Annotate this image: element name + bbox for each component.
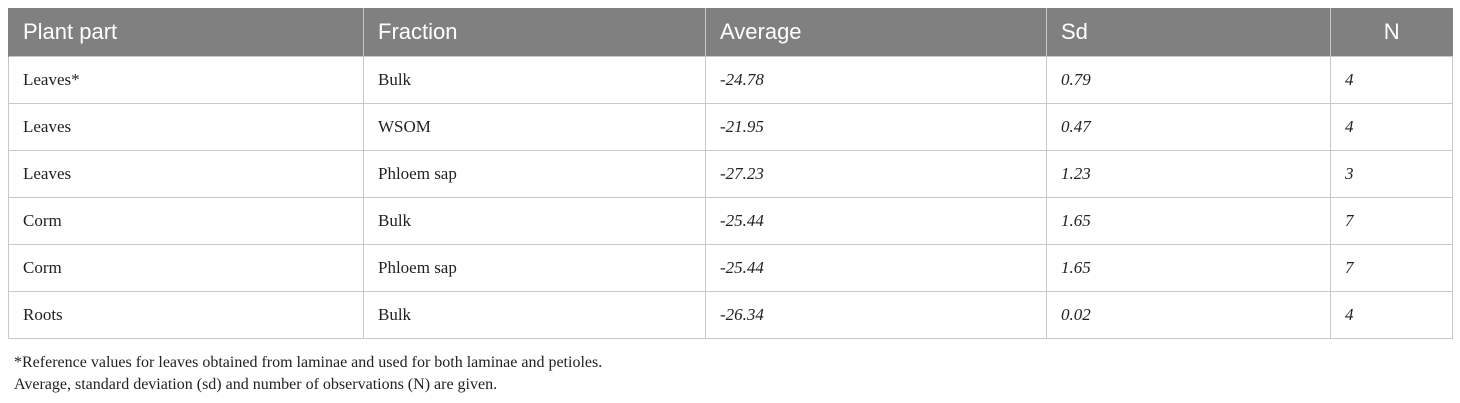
- cell-n: 4: [1330, 291, 1453, 339]
- table-row: Roots Bulk -26.34 0.02 4: [8, 291, 1453, 339]
- data-table: Plant part Fraction Average Sd N Leaves*…: [8, 8, 1453, 339]
- cell-fraction: Phloem sap: [363, 244, 706, 292]
- cell-plant-part: Corm: [8, 197, 364, 245]
- footnote-reference: *Reference values for leaves obtained fr…: [14, 354, 603, 371]
- cell-fraction: Bulk: [363, 197, 706, 245]
- cell-fraction: WSOM: [363, 103, 706, 151]
- cell-sd: 0.02: [1046, 291, 1331, 339]
- header-fraction: Fraction: [363, 8, 706, 57]
- header-average: Average: [705, 8, 1047, 57]
- cell-n: 4: [1330, 56, 1453, 104]
- cell-average: -24.78: [705, 56, 1047, 104]
- cell-n: 3: [1330, 150, 1453, 198]
- header-n: N: [1330, 8, 1453, 57]
- table-header: Plant part Fraction Average Sd N: [8, 8, 1453, 57]
- table-body: Leaves* Bulk -24.78 0.79 4 Leaves WSOM -…: [8, 56, 1453, 339]
- cell-sd: 1.23: [1046, 150, 1331, 198]
- cell-sd: 1.65: [1046, 197, 1331, 245]
- cell-plant-part: Leaves*: [8, 56, 364, 104]
- cell-plant-part: Leaves: [8, 103, 364, 151]
- cell-fraction: Bulk: [363, 56, 706, 104]
- cell-sd: 1.65: [1046, 244, 1331, 292]
- cell-fraction: Bulk: [363, 291, 706, 339]
- header-row: Plant part Fraction Average Sd N: [8, 8, 1453, 57]
- data-table-container: Plant part Fraction Average Sd N Leaves*…: [8, 8, 1453, 339]
- cell-n: 7: [1330, 197, 1453, 245]
- cell-average: -21.95: [705, 103, 1047, 151]
- table-row: Leaves* Bulk -24.78 0.79 4: [8, 56, 1453, 104]
- cell-average: -25.44: [705, 244, 1047, 292]
- cell-n: 4: [1330, 103, 1453, 151]
- cell-sd: 0.79: [1046, 56, 1331, 104]
- cell-average: -27.23: [705, 150, 1047, 198]
- cell-average: -25.44: [705, 197, 1047, 245]
- cell-fraction: Phloem sap: [363, 150, 706, 198]
- table-row: Leaves WSOM -21.95 0.47 4: [8, 103, 1453, 151]
- header-plant-part: Plant part: [8, 8, 364, 57]
- cell-plant-part: Leaves: [8, 150, 364, 198]
- table-row: Corm Bulk -25.44 1.65 7: [8, 197, 1453, 245]
- cell-plant-part: Roots: [8, 291, 364, 339]
- cell-sd: 0.47: [1046, 103, 1331, 151]
- cell-average: -26.34: [705, 291, 1047, 339]
- footnote-legend: Average, standard deviation (sd) and num…: [14, 376, 498, 393]
- cell-n: 7: [1330, 244, 1453, 292]
- header-sd: Sd: [1046, 8, 1331, 57]
- table-row: Corm Phloem sap -25.44 1.65 7: [8, 244, 1453, 292]
- table-footnotes: *Reference values for leaves obtained fr…: [14, 352, 602, 396]
- table-row: Leaves Phloem sap -27.23 1.23 3: [8, 150, 1453, 198]
- cell-plant-part: Corm: [8, 244, 364, 292]
